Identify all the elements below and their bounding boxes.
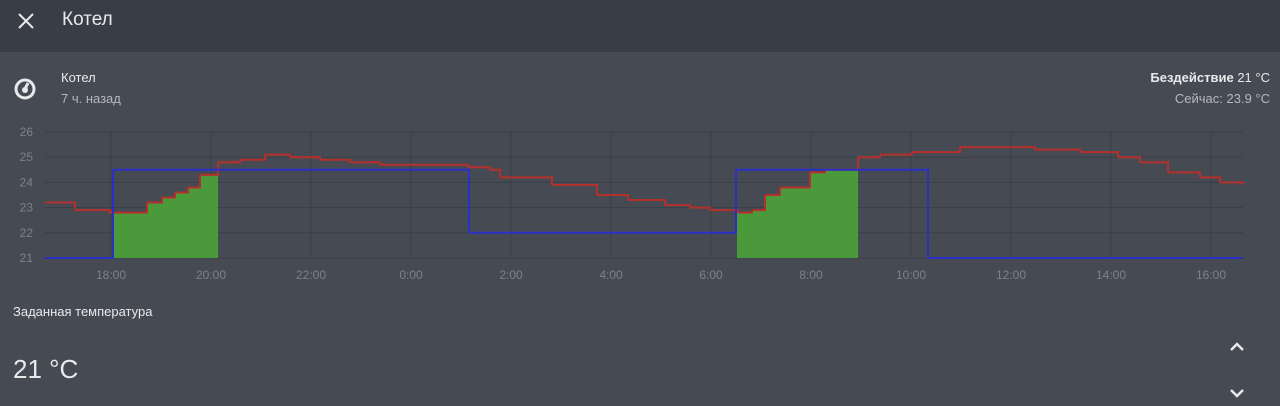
step-segment [1220, 181, 1244, 185]
y-tick-label: 23 [20, 201, 34, 215]
state-label: Бездействие [1150, 70, 1234, 85]
x-tick-label: 2:00 [499, 268, 523, 282]
x-tick-label: 0:00 [399, 268, 423, 282]
step-segment [1080, 151, 1119, 158]
target-label: Заданная температура [13, 304, 153, 319]
step-segment [1168, 171, 1201, 178]
step-segment [780, 172, 811, 189]
x-tick-label: 18:00 [96, 268, 126, 282]
y-tick-label: 25 [20, 150, 34, 164]
heating-area [113, 162, 218, 258]
step-segment [320, 158, 351, 163]
step-segment [290, 156, 321, 160]
increase-button[interactable] [1226, 336, 1248, 358]
step-segment [765, 187, 781, 196]
last-changed: 7 ч. назад [61, 91, 121, 106]
step-segment [500, 176, 553, 185]
step-segment [469, 169, 737, 234]
x-tick-label: 14:00 [1096, 268, 1126, 282]
x-tick-label: 20:00 [196, 268, 226, 282]
step-segment [738, 210, 753, 214]
current-temp: Сейчас: 23.9 °C [1174, 91, 1270, 106]
step-segment [45, 169, 114, 259]
x-tick-label: 6:00 [699, 268, 723, 282]
x-tick-label: 22:00 [296, 268, 326, 282]
step-segment [188, 174, 201, 189]
entity-name: Котел [61, 70, 96, 85]
x-tick-label: 16:00 [1196, 268, 1226, 282]
step-segment [240, 154, 266, 161]
heating-period [113, 162, 218, 258]
x-tick-label: 4:00 [599, 268, 623, 282]
step-segment [1010, 146, 1036, 150]
step-segment [468, 166, 491, 170]
step-segment [490, 168, 501, 178]
step-segment [736, 168, 929, 258]
step-segment [218, 159, 241, 164]
x-tick-label: 10:00 [896, 268, 926, 282]
step-segment [75, 209, 111, 213]
step-segment [1200, 176, 1221, 183]
step-segment [690, 206, 711, 211]
step-segment [113, 168, 470, 233]
step-segment [1035, 148, 1081, 153]
step-segment [552, 183, 598, 195]
entity-icon [14, 78, 36, 100]
x-tick-label: 12:00 [996, 268, 1026, 282]
step-segment [710, 209, 739, 213]
heating-area [737, 157, 858, 258]
step-segment [858, 154, 881, 159]
step-segment [128, 202, 148, 214]
step-segment [175, 187, 189, 194]
step-segment [752, 195, 766, 212]
close-button[interactable] [15, 10, 37, 32]
state: Бездействие 21 °C [1150, 70, 1270, 85]
step-segment [410, 163, 469, 168]
decrease-button[interactable] [1226, 382, 1248, 404]
y-tick-label: 26 [20, 125, 34, 139]
step-segment [825, 157, 859, 171]
step-segment [147, 197, 163, 204]
y-tick-label: 22 [20, 226, 34, 240]
header: Котел [0, 0, 1280, 52]
y-tick-label: 24 [20, 175, 34, 189]
step-segment [912, 147, 961, 154]
step-segment [350, 161, 381, 165]
state-value: 21 °C [1237, 70, 1270, 85]
y-tick-label: 21 [20, 251, 34, 265]
dialog-title: Котел [62, 9, 113, 30]
chart: 21 22 23 24 25 26 18:00 20:00 22:00 0:00 2:00 4:00 6… [20, 125, 1244, 282]
step-segment [628, 199, 666, 206]
x-tick-label: 8:00 [799, 268, 823, 282]
step-segment [1140, 161, 1169, 173]
heating-period [737, 157, 858, 258]
step-segment [45, 201, 76, 211]
step-segment [162, 192, 176, 199]
step-segment [597, 194, 629, 201]
target-value: 21 °C [13, 354, 79, 384]
step-segment [1118, 156, 1141, 163]
step-segment [880, 152, 913, 156]
step-segment [200, 162, 219, 176]
